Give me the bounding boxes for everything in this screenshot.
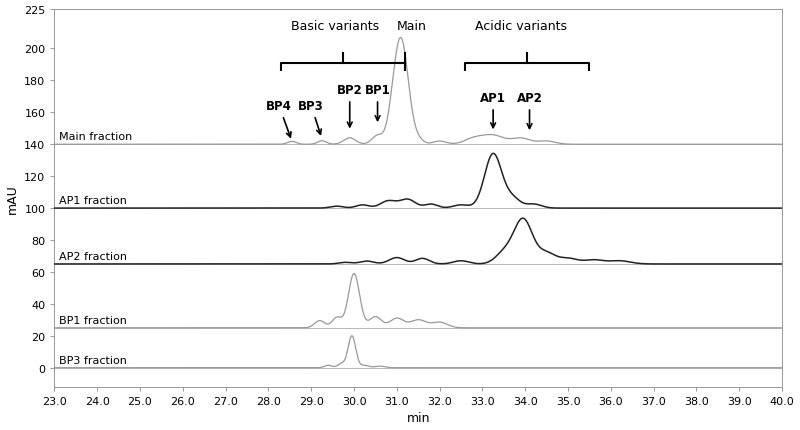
Text: AP1: AP1 xyxy=(480,92,506,128)
Text: AP1 fraction: AP1 fraction xyxy=(58,196,126,206)
Text: BP1: BP1 xyxy=(365,84,390,121)
Text: Acidic variants: Acidic variants xyxy=(475,21,567,34)
Y-axis label: mAU: mAU xyxy=(6,184,18,213)
X-axis label: min: min xyxy=(406,412,430,424)
Text: BP3: BP3 xyxy=(298,100,324,135)
Text: BP1 fraction: BP1 fraction xyxy=(58,315,126,325)
Text: AP2: AP2 xyxy=(517,92,542,129)
Text: Basic variants: Basic variants xyxy=(290,21,379,34)
Text: AP2 fraction: AP2 fraction xyxy=(58,251,126,261)
Text: BP4: BP4 xyxy=(266,100,292,138)
Text: Main fraction: Main fraction xyxy=(58,132,132,142)
Text: BP2: BP2 xyxy=(337,84,362,128)
Text: BP3 fraction: BP3 fraction xyxy=(58,355,126,365)
Text: Main: Main xyxy=(397,21,426,34)
